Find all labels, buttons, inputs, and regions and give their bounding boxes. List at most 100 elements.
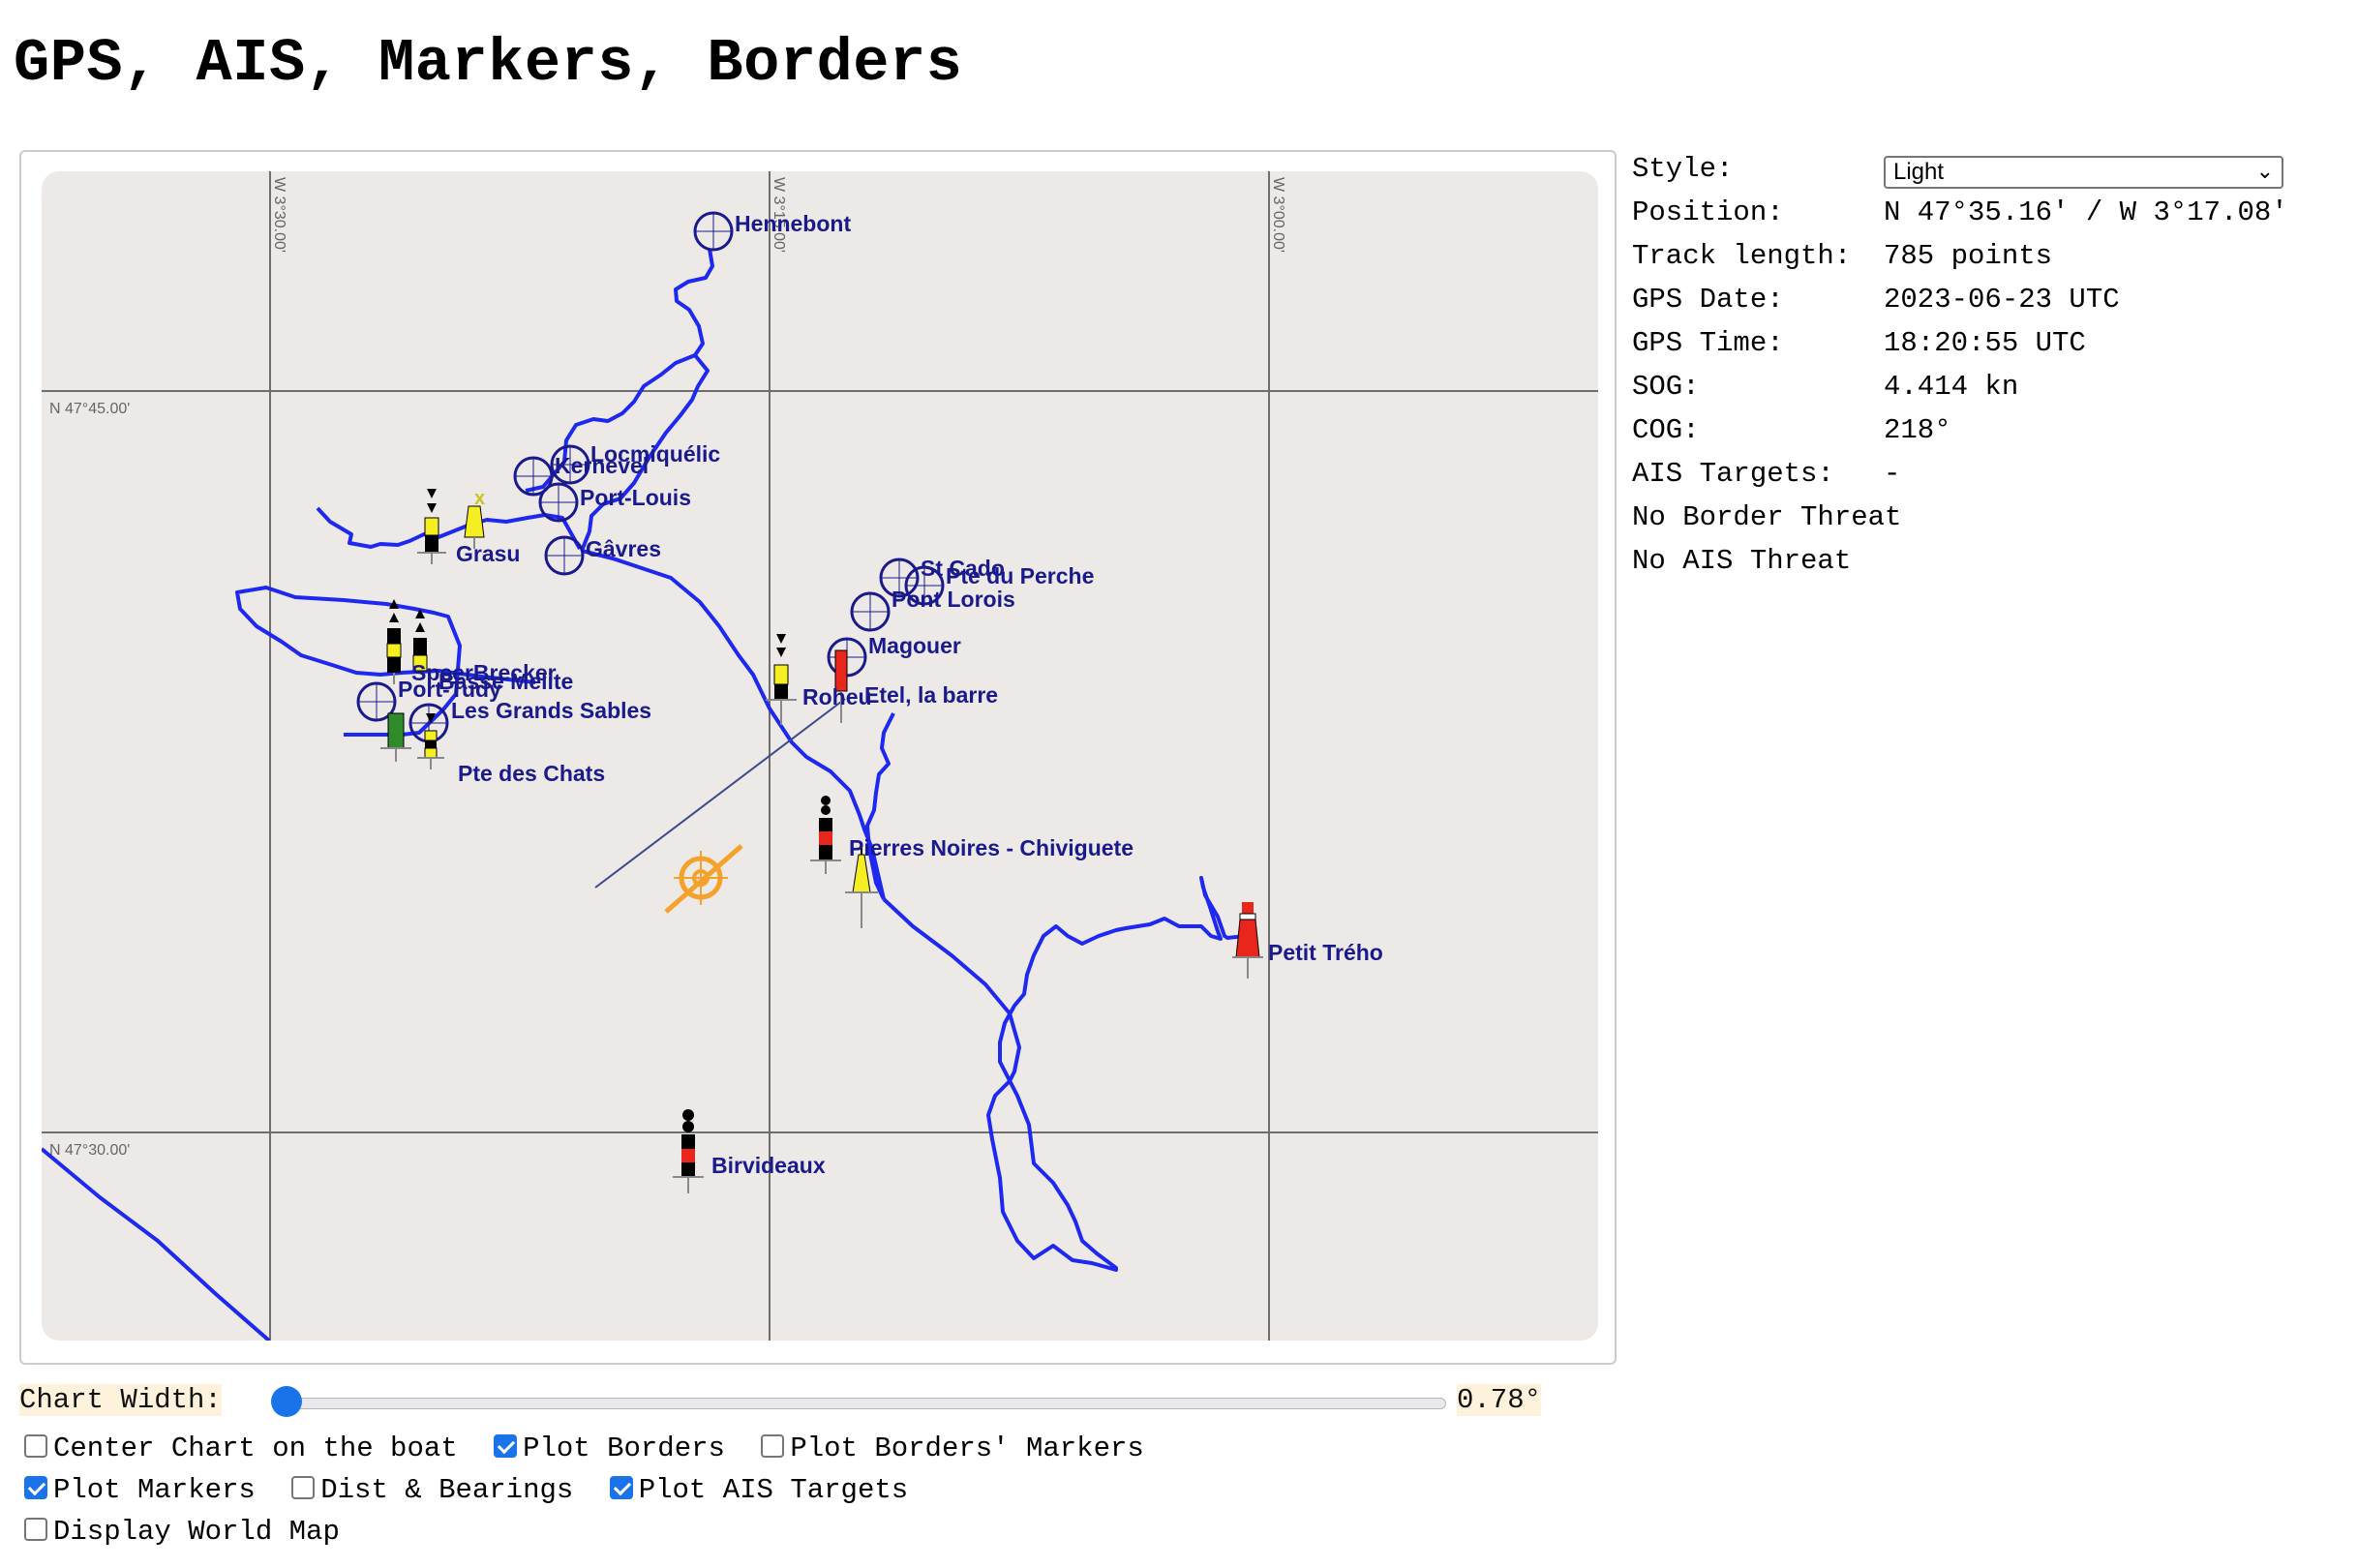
label-basse-melite: Basse Melite [438, 669, 573, 694]
label-pont-lorois: Pont Lorois [892, 587, 1015, 612]
dist-bearings-option[interactable]: Dist & Bearings [291, 1474, 573, 1506]
buoy-birvideaux [673, 1109, 704, 1193]
boat-position-icon[interactable] [664, 844, 743, 914]
page-title: GPS, AIS, Markers, Borders [14, 29, 963, 98]
chart-width-slider-thumb[interactable] [271, 1386, 302, 1417]
buoy-roheu [766, 634, 797, 725]
plot-ais-label: Plot AIS Targets [638, 1474, 909, 1506]
plot-border-markers-label: Plot Borders' Markers [790, 1432, 1144, 1464]
world-map-option[interactable]: Display World Map [24, 1516, 340, 1548]
center-chart-option[interactable]: Center Chart on the boat [24, 1432, 458, 1464]
track-segment-south [42, 1147, 271, 1341]
gps-time-value: 18:20:55 UTC [1884, 327, 2086, 359]
track-segment-blavet-side [525, 353, 696, 493]
world-map-label: Display World Map [53, 1516, 340, 1548]
label-pte-des-chats: Pte des Chats [458, 761, 605, 786]
plot-border-markers-checkbox[interactable] [761, 1434, 785, 1458]
checkbox-row-2: Plot Markers Dist & Bearings Plot AIS Ta… [24, 1474, 927, 1513]
track-length-value: 785 points [1884, 240, 2053, 272]
border-threat-status: No Border Threat [1632, 501, 1902, 533]
label-petit-treho: Petit Trého [1268, 940, 1383, 965]
plot-markers-checkbox[interactable] [24, 1476, 47, 1499]
style-label: Style: [1632, 153, 1734, 185]
svg-text:x: x [474, 488, 485, 509]
checkbox-row-3: Display World Map [24, 1516, 359, 1554]
label-birvideaux: Birvideaux [711, 1153, 826, 1178]
center-chart-label: Center Chart on the boat [53, 1432, 458, 1464]
label-pte-du-perche: Pte du Perche [946, 563, 1094, 588]
harbour-marker-locmiquelic [550, 444, 590, 485]
plot-ais-checkbox[interactable] [609, 1476, 633, 1499]
ais-targets-label: AIS Targets: [1632, 458, 1834, 490]
chart-canvas[interactable]: W 3°30.00' W 3°15.00' W 3°00.00' N 47°45… [42, 171, 1598, 1341]
track-length-label: Track length: [1632, 240, 1852, 272]
plot-borders-label: Plot Borders [523, 1432, 725, 1464]
plot-ais-option[interactable]: Plot AIS Targets [609, 1474, 909, 1506]
harbour-marker-pte-du-perche [904, 565, 945, 606]
track-segment-blavet [580, 248, 714, 552]
plot-borders-checkbox[interactable] [494, 1434, 518, 1458]
ais-targets-value: - [1884, 458, 1901, 490]
track-segment-etel-approach [581, 549, 886, 900]
style-select[interactable]: Light ⌄ [1884, 156, 2283, 189]
harbour-marker-port-tudy [356, 681, 397, 722]
track-segment-etel-river [865, 712, 895, 900]
chart-frame: W 3°30.00' W 3°15.00' W 3°00.00' N 47°45… [19, 150, 1617, 1365]
boat-heading-line [594, 698, 846, 889]
chart-width-row: Chart Width: 0.78° [19, 1376, 1568, 1425]
lon-label-mid: W 3°15.00' [771, 177, 787, 253]
buoy-grasu-yellow: x [464, 488, 485, 549]
buoy-petit-treho [1232, 902, 1263, 979]
plot-borders-option[interactable]: Plot Borders [494, 1432, 725, 1464]
checkbox-row-1: Center Chart on the boat Plot Borders Pl… [24, 1432, 1164, 1471]
label-magouer: Magouer [868, 633, 961, 658]
harbour-marker-pont-lorois [850, 591, 891, 632]
gps-date-label: GPS Date: [1632, 284, 1784, 316]
position-value: N 47°35.16' / W 3°17.08' [1884, 196, 2288, 228]
dist-bearings-label: Dist & Bearings [320, 1474, 574, 1506]
chart-width-value: 0.78° [1457, 1384, 1542, 1416]
buoy-pierres-noires [810, 796, 841, 874]
label-st-cado: St Cado [921, 556, 1005, 581]
chart-width-label: Chart Width: [19, 1384, 222, 1416]
harbour-marker-gavres [544, 535, 585, 576]
lon-label-right: W 3°00.00' [1270, 177, 1286, 253]
gps-time-label: GPS Time: [1632, 327, 1784, 359]
label-pierres-noires: Pierres Noires - Chiviguete [849, 835, 1134, 860]
world-map-checkbox[interactable] [24, 1518, 47, 1541]
label-etel-barre: Etel, la barre [864, 682, 998, 708]
buoy-pte-des-chats [417, 713, 444, 769]
buoy-grasu [417, 489, 446, 564]
chart-background [42, 171, 1598, 1341]
center-chart-checkbox[interactable] [24, 1434, 47, 1458]
harbour-marker-hennebont [693, 211, 734, 252]
plot-markers-option[interactable]: Plot Markers [24, 1474, 256, 1506]
buoy-basse-melite [412, 609, 428, 672]
style-select-value: Light [1893, 159, 1945, 185]
dist-bearings-checkbox[interactable] [291, 1476, 316, 1499]
track-segment-offshore [882, 876, 1248, 1272]
buoy-pierres-noires-yellow [845, 845, 878, 928]
label-kernevel: Kernevel [555, 453, 649, 478]
plot-markers-label: Plot Markers [53, 1474, 256, 1506]
gps-track [42, 248, 1248, 1341]
lon-label-left: W 3°30.00' [271, 177, 287, 253]
chevron-down-icon: ⌄ [2255, 159, 2274, 183]
label-grands-sables: Les Grands Sables [451, 698, 651, 723]
harbour-marker-st-cado [879, 558, 920, 598]
label-port-louis: Port-Louis [580, 485, 691, 510]
position-label: Position: [1632, 196, 1784, 228]
label-roheu: Roheu [802, 684, 872, 709]
gps-date-value: 2023-06-23 UTC [1884, 284, 2120, 316]
sog-value: 4.414 kn [1884, 371, 2019, 403]
cog-value: 218° [1884, 414, 1951, 446]
label-locmiquelic: Locmiquélic [590, 441, 720, 467]
label-hennebont: Hennebont [735, 211, 851, 236]
buoy-speerbrecker [386, 599, 402, 684]
plot-border-markers-option[interactable]: Plot Borders' Markers [761, 1432, 1144, 1464]
lat-label-top: N 47°45.00' [49, 401, 130, 417]
label-port-tudy: Port-Tudy [398, 677, 501, 702]
buoy-port-tudy-green [380, 712, 411, 762]
chart-width-slider-track[interactable] [273, 1398, 1446, 1409]
label-grasu: Grasu [456, 541, 520, 566]
